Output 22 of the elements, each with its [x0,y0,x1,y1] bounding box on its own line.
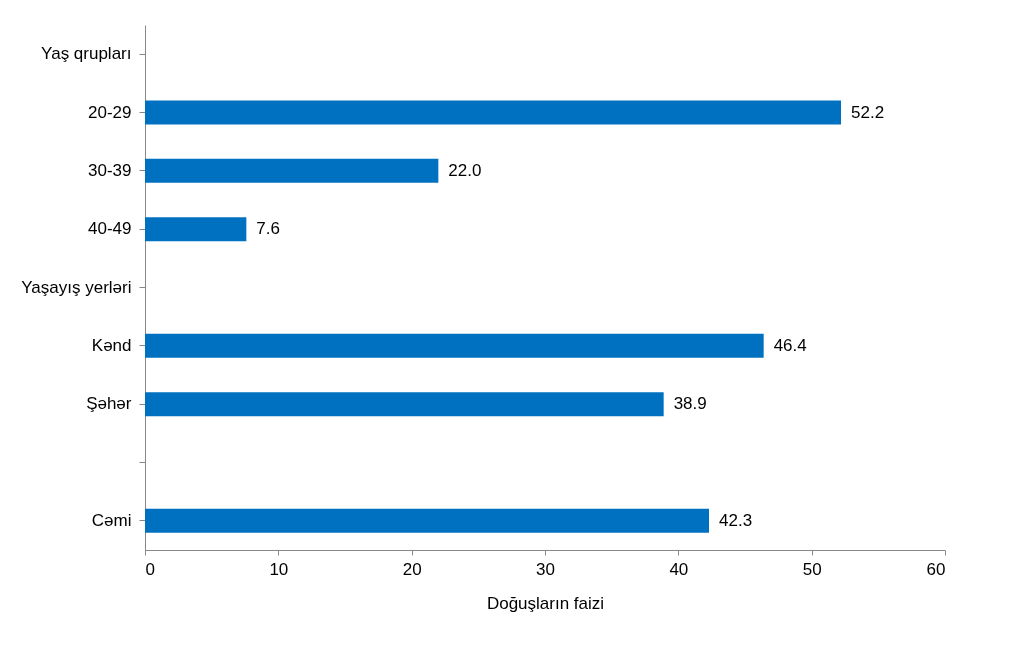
data-label: 42.3 [719,510,753,530]
x-tick-label: 60 [926,559,946,579]
x-tick-label: 50 [802,559,822,579]
x-tick-label: 10 [269,559,289,579]
y-tick-label: 40-49 [88,219,132,239]
x-tick-label: 40 [669,559,689,579]
y-tick-label: 20-29 [88,102,132,122]
data-label: 22.0 [448,160,482,180]
x-tick-label: 30 [536,559,555,579]
data-label: 7.6 [256,219,280,239]
data-label: 46.4 [773,335,807,355]
y-tick-label: Şəhər [86,394,132,414]
x-tick-label: 20 [402,559,422,579]
y-tick-label: Kənd [91,335,132,355]
x-tick-label: 0 [145,559,155,579]
data-label: 52.2 [851,102,885,122]
y-tick-label: 30-39 [88,160,132,180]
x-axis-title: Doğuşların faizi [486,593,605,613]
y-tick-label: Yaş qrupları [41,44,132,64]
data-label: 38.9 [673,394,707,414]
y-tick-label: Cəmi [91,510,132,530]
y-tick-label: Yaşayış yerləri [21,277,132,297]
